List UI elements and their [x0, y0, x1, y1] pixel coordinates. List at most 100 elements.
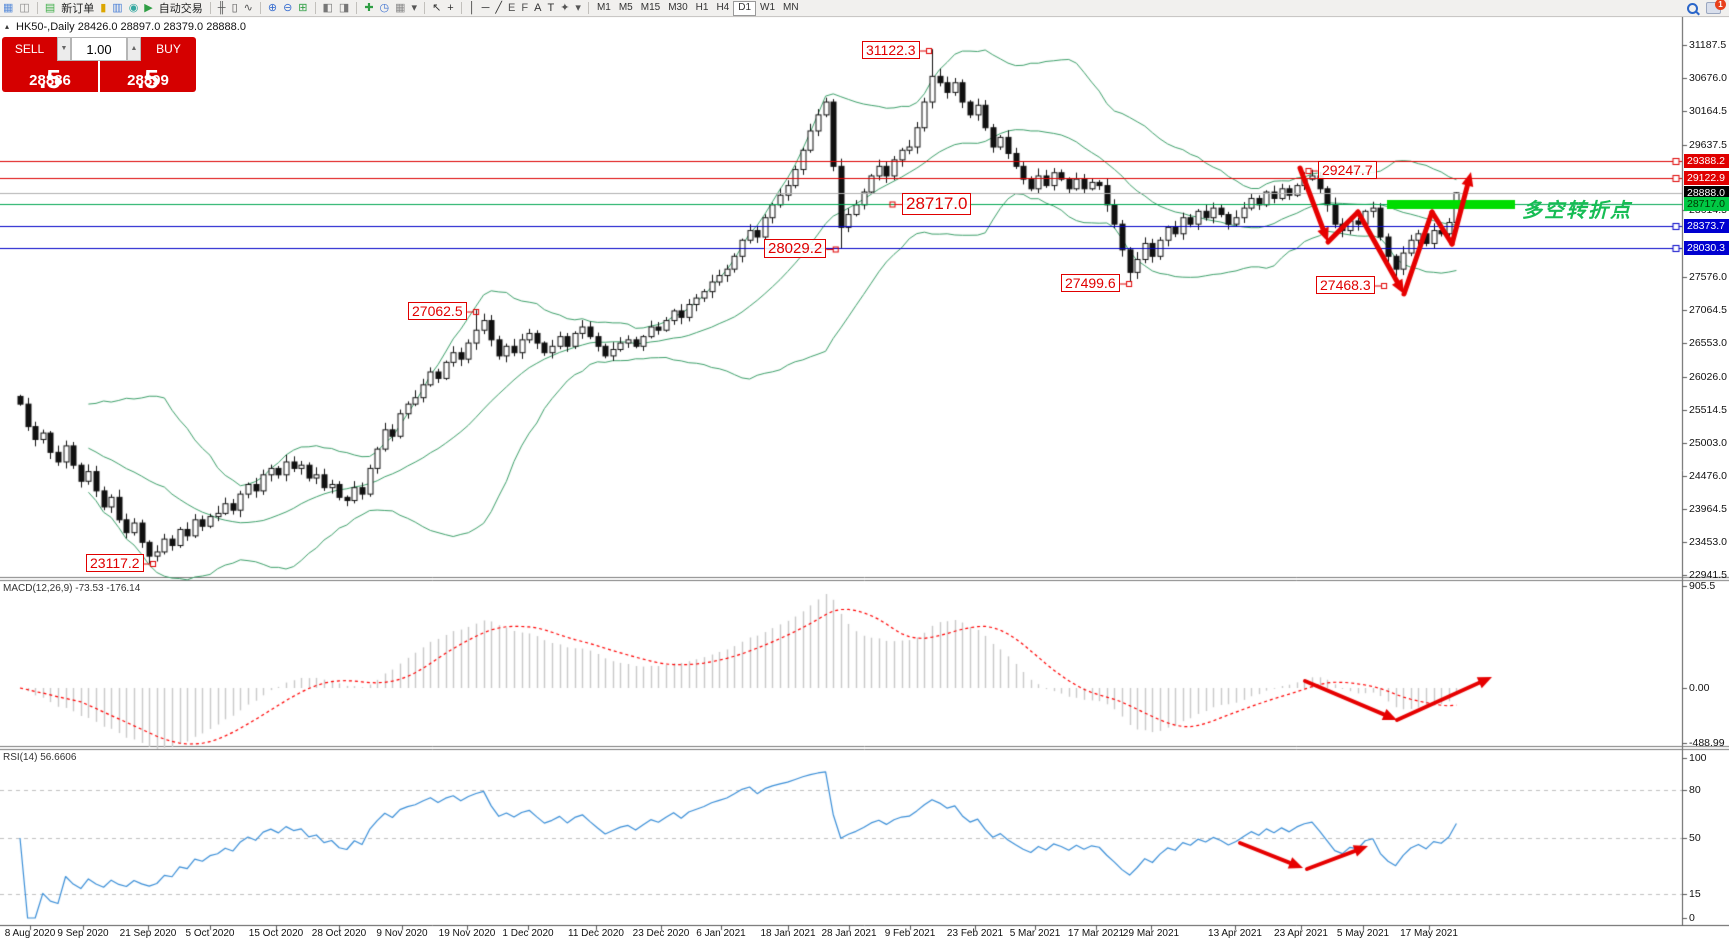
arrange-windows-icon: ◨ [338, 1, 350, 14]
timeframe-d1[interactable]: D1 [733, 0, 757, 16]
timeframe-h4[interactable]: H4 [716, 2, 730, 13]
toolbar-separator [356, 2, 358, 14]
timeframe-m30[interactable]: M30 [668, 2, 688, 13]
cursor-icon[interactable]: ↖ [429, 1, 444, 16]
zoom-in-icon: ⊕ [267, 1, 278, 14]
crosshair-icon: + [447, 1, 454, 14]
line-chart-icon: ∿ [243, 1, 253, 14]
signals-icon[interactable]: ◉ [126, 1, 142, 16]
shapes-caret-icon: ▾ [575, 1, 581, 14]
zoom-out-icon[interactable]: ⊖ [280, 1, 295, 16]
candlestick-chart-icon[interactable]: ▯ [229, 1, 241, 16]
bar-chart-icon: ╫ [217, 1, 226, 14]
toolbar-separator [36, 2, 38, 14]
price-annotation[interactable]: 23117.2 [86, 554, 144, 573]
timeframe-w1[interactable]: W1 [760, 2, 776, 13]
price-annotation[interactable]: 27468.3 [1316, 276, 1375, 295]
text-icon: A [534, 1, 542, 14]
volume-input[interactable] [72, 38, 126, 60]
zoom-out-icon: ⊖ [283, 1, 293, 14]
label-icon[interactable]: T [544, 1, 557, 16]
shapes-icon: ✦ [560, 1, 570, 14]
toolbar-separator [587, 2, 589, 14]
timeframe-mn[interactable]: MN [783, 2, 799, 13]
timeframe-m15[interactable]: M15 [640, 2, 661, 13]
search-icon[interactable] [1687, 2, 1698, 14]
candlestick-chart-icon: ▯ [231, 1, 238, 14]
autotrading-icon[interactable]: ▶ [141, 1, 155, 16]
toolbar-separator [209, 2, 211, 14]
volume-increase-button[interactable]: ▲ [127, 37, 141, 61]
toolbar-separator [259, 2, 261, 14]
buy-price-main: 28899 [127, 72, 169, 89]
timeframe-h1[interactable]: H1 [695, 2, 709, 13]
cascade-windows-icon[interactable]: ◧ [320, 1, 336, 16]
timeframe-m5[interactable]: M5 [618, 2, 633, 13]
deposit-icon: ▮ [100, 1, 107, 14]
new-chart-icon[interactable]: ▦ [0, 1, 16, 16]
equidistant-channel-icon[interactable]: E [505, 1, 518, 16]
bar-chart-icon[interactable]: ╫ [215, 1, 229, 16]
price-annotation[interactable]: 29247.7 [1318, 161, 1377, 180]
template-caret-icon: ▾ [411, 1, 418, 14]
vline-icon: │ [468, 1, 476, 14]
zoom-in-icon[interactable]: ⊕ [265, 1, 280, 16]
shapes-caret-icon[interactable]: ▾ [572, 1, 584, 16]
buy-button[interactable]: BUY [141, 37, 196, 61]
profiles-icon[interactable]: ◫ [16, 1, 32, 16]
notification-badge: 1 [1715, 0, 1726, 10]
vline-icon[interactable]: │ [466, 1, 479, 16]
template-caret-icon[interactable]: ▾ [409, 1, 421, 16]
new-order-icon[interactable]: ▤ [42, 1, 58, 16]
period-icon[interactable]: ◷ [377, 1, 393, 16]
toolbar-right: 1 [1687, 0, 1729, 14]
sell-price-main: 28886 [29, 72, 71, 89]
one-click-trade-panel: SELL ▼ ▲ BUY 28886.5 28899.5 [2, 37, 196, 92]
trendline-icon: ╱ [495, 1, 503, 14]
timeframe-m1[interactable]: M1 [596, 2, 611, 13]
price-annotation[interactable]: 28717.0 [902, 193, 972, 215]
toolbar-separator [314, 2, 316, 14]
new-chart-icon: ▦ [3, 1, 14, 14]
deposit-icon[interactable]: ▮ [97, 1, 109, 16]
fibonacci-icon[interactable]: F [518, 1, 531, 16]
volume-decrease-button[interactable]: ▼ [57, 37, 71, 61]
toolbar-separator [460, 2, 462, 14]
autotrading-label[interactable]: 自动交易 [156, 1, 206, 16]
shapes-icon[interactable]: ✦ [557, 1, 572, 16]
price-annotation[interactable]: 27499.6 [1061, 274, 1120, 293]
cascade-windows-icon: ◧ [322, 1, 333, 14]
add-indicator-icon[interactable]: ✚ [361, 1, 376, 16]
new-order-icon: ▤ [44, 1, 56, 14]
trendline-icon[interactable]: ╱ [492, 1, 505, 16]
notifications-icon[interactable]: 1 [1706, 0, 1726, 14]
signals-icon: ◉ [128, 1, 139, 14]
market-watch-icon: ▥ [112, 1, 123, 14]
sell-price[interactable]: 28886.5 [2, 61, 98, 92]
template-icon[interactable]: ▦ [392, 1, 408, 16]
toolbar-separator [424, 2, 426, 14]
price-annotation[interactable]: 31122.3 [862, 41, 920, 60]
price-annotation[interactable]: 27062.5 [408, 302, 467, 321]
new-order-label[interactable]: 新订单 [58, 1, 97, 16]
line-chart-icon[interactable]: ∿ [241, 1, 256, 16]
profiles-icon: ◫ [19, 1, 30, 14]
autotrading-icon: ▶ [144, 1, 153, 14]
crosshair-icon[interactable]: + [444, 1, 456, 16]
tile-windows-icon: ⊞ [298, 1, 308, 14]
tile-windows-icon[interactable]: ⊞ [295, 1, 310, 16]
hline-icon: ─ [481, 1, 490, 14]
arrange-windows-icon[interactable]: ◨ [336, 1, 352, 16]
fibonacci-icon: F [521, 1, 529, 14]
hline-icon[interactable]: ─ [479, 1, 493, 16]
sell-button[interactable]: SELL [2, 37, 57, 61]
sell-price-pips: .5 [39, 64, 61, 92]
buy-price[interactable]: 28899.5 [100, 61, 196, 92]
text-icon[interactable]: A [531, 1, 544, 16]
cursor-icon: ↖ [432, 1, 442, 14]
price-annotation[interactable]: 28029.2 [764, 239, 827, 259]
label-icon: T [547, 1, 555, 14]
add-indicator-icon: ✚ [364, 1, 374, 14]
market-watch-icon[interactable]: ▥ [109, 1, 125, 16]
